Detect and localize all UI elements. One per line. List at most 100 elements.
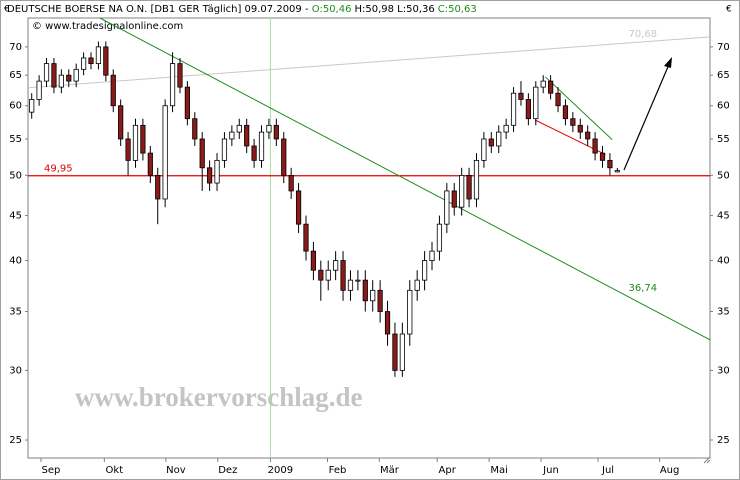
x-tick-label: Dez [218,465,237,476]
candle-body [347,279,354,291]
candle-body [236,124,242,133]
candle-body [177,63,183,88]
x-tick-label: Jun [542,465,559,476]
candle-body [258,131,265,161]
candle-body [147,152,153,176]
candle-body [577,124,583,133]
y-tick-label: 35 [9,307,22,318]
y-tick-label: 35 [717,307,730,318]
candle-body [325,269,331,281]
y-tick-label: 50 [717,170,730,181]
candle-body [110,74,116,107]
candle-body [192,118,198,140]
candle-body [43,63,50,82]
candle-body [488,138,494,147]
x-tick-label: Nov [166,465,186,476]
candle-body [614,170,620,173]
candle-body [496,131,502,147]
source: © www.tradesignalonline.com [32,21,183,32]
level-label: 49,95 [44,164,73,175]
candle-body [244,124,250,147]
resize-grip [703,456,711,464]
y-tick-label: 60 [9,101,22,112]
candle-body [29,99,35,113]
x-tick-label: Jul [601,465,614,476]
candle-body [599,152,606,161]
candle-body [518,92,524,100]
candle-body [103,46,109,76]
candle-body [592,138,598,154]
candle-body [414,279,420,291]
candle-body [95,46,102,65]
candle-body [288,174,294,192]
header-hl: H:50,98 L:50,36 [354,4,434,15]
y-tick-label: 60 [717,101,730,112]
candle-body [370,289,376,302]
x-tick-label: Mär [380,465,400,476]
header-title: DEUTSCHE BOERSE NA O.N. [DB1 GER Täglich… [7,4,312,15]
y-tick-label: 70 [717,42,730,53]
candle-body [399,333,405,371]
candle-body [73,68,79,82]
candle-body [155,174,161,200]
header-close: C:50,63 [438,4,477,15]
candle-body [229,131,235,140]
candle-body [281,138,287,176]
candle-body [481,138,487,161]
candle-body [66,74,72,82]
y-tick-label: 25 [717,435,730,446]
candle-body [340,260,346,291]
candle-body [140,124,146,154]
candle-body [36,80,42,100]
x-tick-label: Apr [439,465,457,476]
candle-body [310,250,317,271]
candle-body [295,190,302,225]
y-tick-label: 25 [9,435,22,446]
candle-body [214,159,220,184]
candle-body [333,260,339,271]
candle-body [266,124,272,133]
arrow-head [664,57,672,68]
candle-body [451,190,457,208]
candle-body [184,86,190,120]
y-tick-label: 45 [9,211,22,222]
candle-body [169,63,176,107]
arrow [623,61,671,171]
candle-body [199,138,205,169]
header-open: O:50,46 [312,4,352,15]
candle-body [473,159,480,200]
candle-body [570,118,576,126]
trendline [99,17,711,341]
trendline-label: 70,68 [628,29,657,40]
x-tick-label: Okt [106,465,124,476]
y-tick-label: 30 [717,365,730,376]
currency-right: € [726,5,732,15]
candle-body [355,279,361,282]
candle-body [540,80,546,88]
trendline-label: 36,74 [628,283,657,294]
y-tick-label: 65 [9,70,22,81]
candle-body [525,99,531,120]
candle-body [125,138,131,161]
candle-body [503,124,509,133]
candle-body [555,92,561,107]
y-tick-label: 50 [9,170,22,181]
candle-body [444,190,450,225]
currency-left: € [4,5,10,15]
candle-body [362,279,368,302]
candle-body [318,269,324,281]
trendline [27,36,711,89]
candle-body [562,105,569,120]
candle-body [548,80,554,94]
y-tick-label: 30 [9,365,22,376]
candle-body [533,86,539,120]
y-tick-label: 40 [717,256,730,267]
candle-body [207,167,213,184]
candle-body [303,223,309,252]
y-tick-label: 70 [9,42,22,53]
candle-body [436,223,443,252]
y-tick-label: 65 [717,70,730,81]
candle-body [392,333,398,371]
